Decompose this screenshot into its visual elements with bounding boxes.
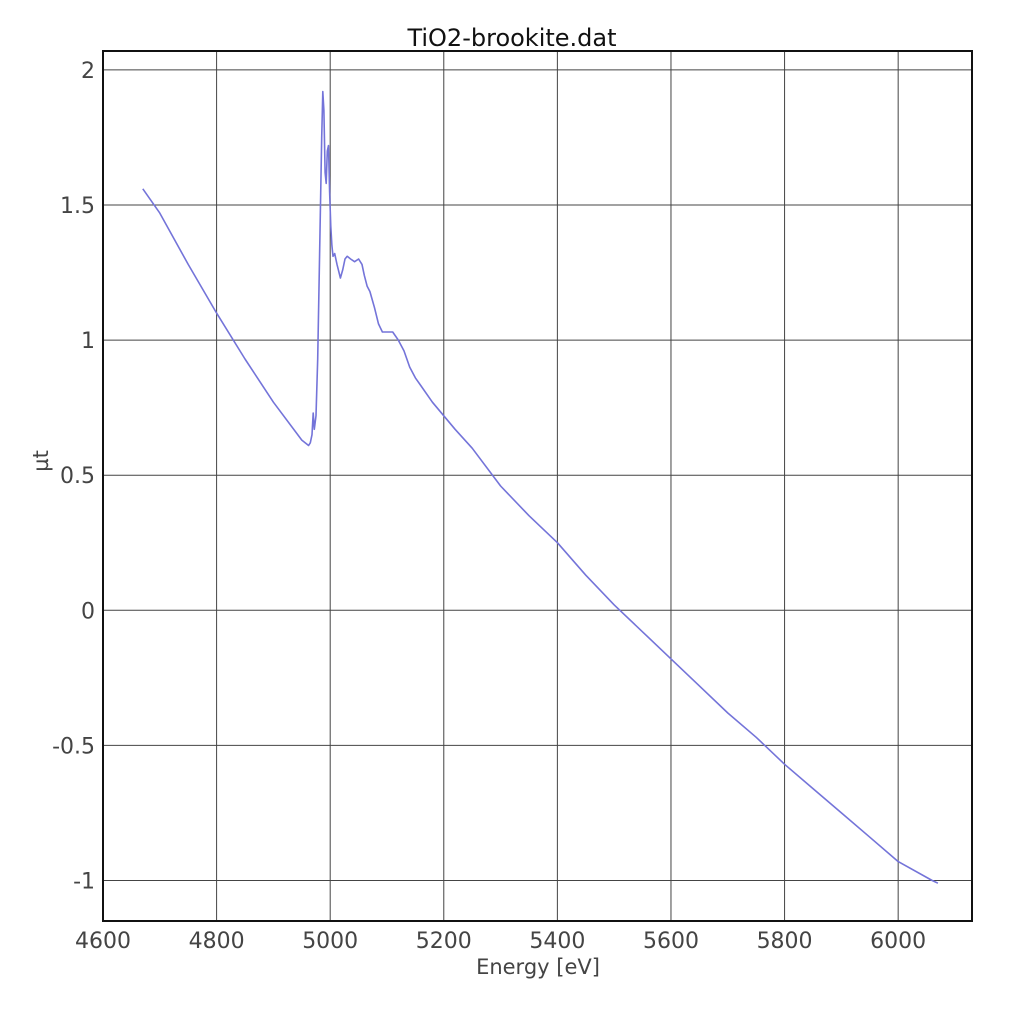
x-tick-label: 5400 — [529, 929, 585, 954]
y-tick-label: 0.5 — [60, 464, 95, 489]
chart-title: TiO2-brookite.dat — [406, 24, 616, 52]
x-tick-label: 5600 — [643, 929, 699, 954]
y-tick-label: 1 — [81, 329, 95, 354]
y-tick-label: 2 — [81, 59, 95, 84]
x-tick-label: 5200 — [416, 929, 472, 954]
series-layer — [142, 90, 939, 884]
series-line — [142, 90, 939, 884]
x-tick-label: 6000 — [870, 929, 926, 954]
y-axis-label: µt — [29, 450, 53, 472]
y-tick-label: -1 — [73, 869, 95, 894]
y-tick-label: -0.5 — [52, 734, 95, 759]
y-tick-label: 1.5 — [60, 194, 95, 219]
grid-layer — [103, 51, 972, 921]
x-tick-label: 4800 — [189, 929, 245, 954]
x-tick-label: 5000 — [302, 929, 358, 954]
plot-frame — [102, 50, 973, 922]
y-tick-labels: 2 1.5 1 0.5 0 -0.5 -1 — [52, 59, 95, 895]
x-tick-label: 5800 — [757, 929, 813, 954]
x-tick-label: 4600 — [75, 929, 131, 954]
x-axis-label: Energy [eV] — [476, 955, 600, 979]
x-tick-labels: 4600 4800 5000 5200 5400 5600 5800 6000 — [75, 929, 926, 954]
y-tick-label: 0 — [81, 599, 95, 624]
